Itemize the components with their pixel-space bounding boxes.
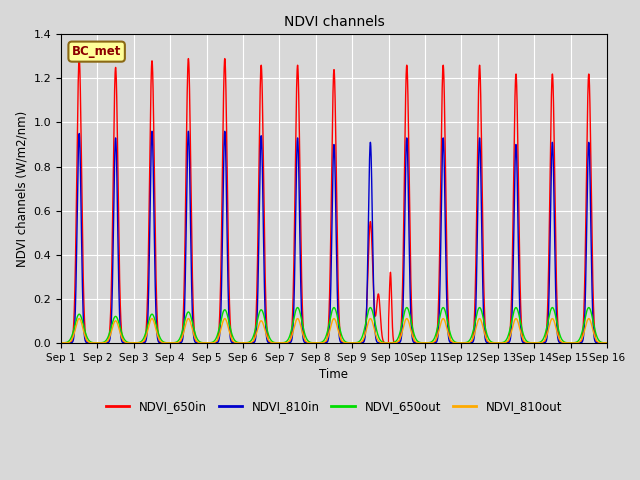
NDVI_650in xyxy=(410,334,417,340)
NDVI_810in xyxy=(487,340,495,346)
NDVI_650out xyxy=(487,339,495,345)
NDVI_810out xyxy=(410,335,417,341)
Title: NDVI channels: NDVI channels xyxy=(284,15,385,29)
NDVI_810out xyxy=(76,316,83,322)
Line: NDVI_650in: NDVI_650in xyxy=(61,59,607,343)
NDVI_810in xyxy=(312,340,319,346)
NDVI_650in xyxy=(168,340,176,346)
Line: NDVI_810in: NDVI_810in xyxy=(61,132,607,343)
NDVI_650in xyxy=(487,340,495,346)
NDVI_650in xyxy=(262,285,269,291)
NDVI_650out xyxy=(174,338,182,344)
NDVI_650in xyxy=(174,340,182,346)
NDVI_650out xyxy=(262,319,269,325)
NDVI_810in xyxy=(603,340,611,346)
NDVI_650in xyxy=(57,340,65,346)
NDVI_650out xyxy=(57,340,65,346)
NDVI_650out xyxy=(93,340,101,346)
NDVI_810out xyxy=(262,329,269,335)
NDVI_650out xyxy=(294,305,301,311)
Y-axis label: NDVI channels (W/m2/nm): NDVI channels (W/m2/nm) xyxy=(15,110,28,267)
NDVI_810in xyxy=(410,339,417,345)
NDVI_810in xyxy=(148,129,156,134)
Line: NDVI_810out: NDVI_810out xyxy=(61,319,607,343)
NDVI_650out xyxy=(168,340,176,346)
NDVI_650in xyxy=(601,340,609,346)
NDVI_810in xyxy=(601,340,609,346)
NDVI_650out xyxy=(601,340,609,346)
NDVI_810in xyxy=(174,340,182,346)
Text: BC_met: BC_met xyxy=(72,45,122,58)
NDVI_810out xyxy=(93,340,101,346)
NDVI_650in xyxy=(76,56,83,61)
X-axis label: Time: Time xyxy=(319,368,349,381)
NDVI_810out xyxy=(168,340,176,346)
NDVI_810out xyxy=(487,340,495,346)
NDVI_650in xyxy=(348,340,356,346)
NDVI_810in xyxy=(262,319,269,324)
NDVI_810out xyxy=(603,340,611,346)
NDVI_810in xyxy=(168,340,176,346)
NDVI_810out xyxy=(57,340,65,346)
NDVI_650out xyxy=(410,329,417,335)
NDVI_650in xyxy=(603,340,611,346)
NDVI_810out xyxy=(174,339,182,345)
NDVI_810out xyxy=(601,340,609,346)
Legend: NDVI_650in, NDVI_810in, NDVI_650out, NDVI_810out: NDVI_650in, NDVI_810in, NDVI_650out, NDV… xyxy=(101,395,567,418)
NDVI_650out xyxy=(603,340,611,346)
NDVI_810in xyxy=(57,340,65,346)
Line: NDVI_650out: NDVI_650out xyxy=(61,308,607,343)
